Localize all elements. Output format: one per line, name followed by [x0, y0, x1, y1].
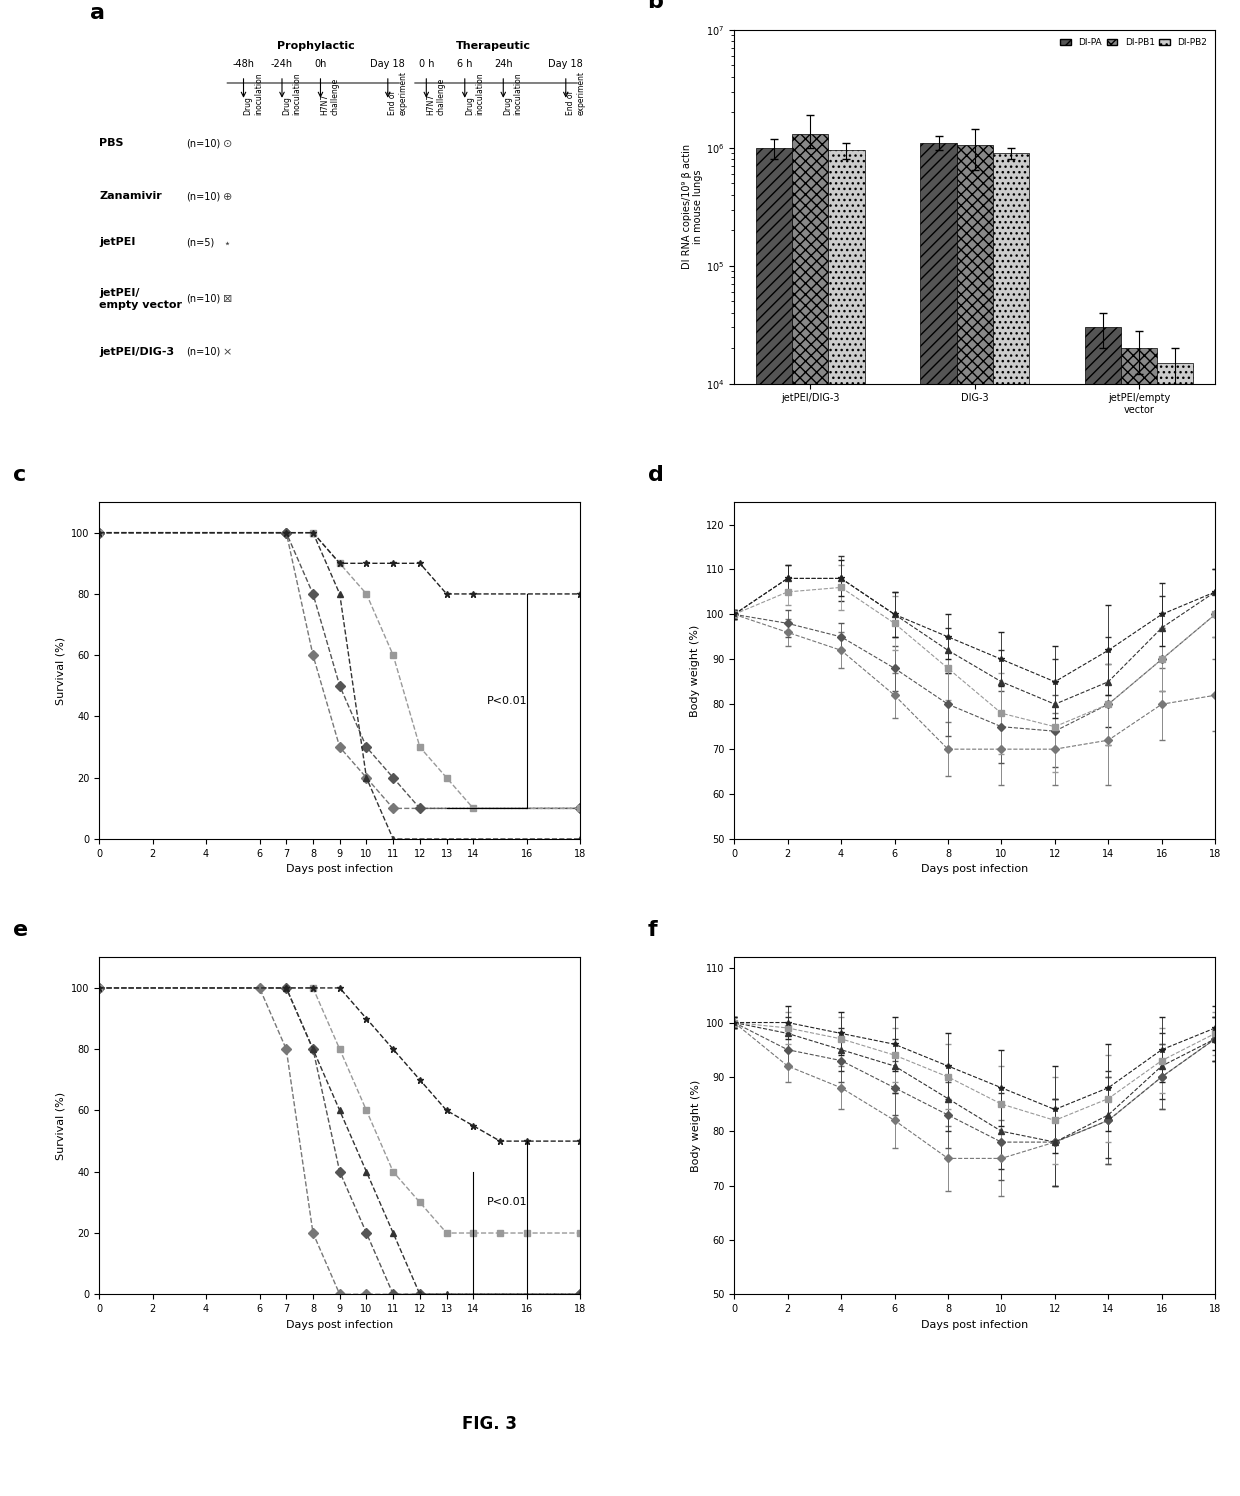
Text: (n=10): (n=10): [186, 293, 219, 304]
Text: (n=5): (n=5): [186, 238, 215, 247]
Text: Drug
inoculation: Drug inoculation: [503, 72, 523, 115]
Text: 0 h: 0 h: [419, 58, 434, 69]
Text: H7N7
challenge: H7N7 challenge: [427, 78, 445, 115]
Text: jetPEI/
empty vector: jetPEI/ empty vector: [99, 289, 182, 310]
Text: jetPEI: jetPEI: [99, 238, 135, 247]
Bar: [920, 144, 956, 1496]
Text: Day 18: Day 18: [548, 58, 583, 69]
Text: -24h: -24h: [270, 58, 293, 69]
Bar: [1085, 328, 1121, 1496]
Text: P<0.01: P<0.01: [486, 696, 527, 706]
Text: Prophylactic: Prophylactic: [277, 40, 355, 51]
Text: 6 h: 6 h: [458, 58, 472, 69]
X-axis label: Days post infection: Days post infection: [286, 865, 393, 874]
X-axis label: Days post infection: Days post infection: [921, 865, 1028, 874]
Text: $\times$: $\times$: [222, 347, 232, 358]
Text: H7N7
challenge: H7N7 challenge: [320, 78, 340, 115]
Bar: [993, 153, 1029, 1496]
Bar: [1121, 349, 1157, 1496]
Text: $\boxtimes$: $\boxtimes$: [222, 293, 232, 304]
Text: e: e: [12, 920, 27, 941]
Legend: DI-PA, DI-PB1, DI-PB2: DI-PA, DI-PB1, DI-PB2: [1056, 34, 1210, 51]
Text: b: b: [647, 0, 663, 12]
Text: $\oplus$: $\oplus$: [222, 190, 232, 202]
Text: PBS: PBS: [99, 138, 124, 148]
Bar: [792, 135, 828, 1496]
X-axis label: Days post infection: Days post infection: [286, 1319, 393, 1330]
Y-axis label: Body weight (%): Body weight (%): [691, 624, 701, 717]
Text: Therapeutic: Therapeutic: [456, 40, 531, 51]
Text: d: d: [647, 465, 663, 485]
Text: -48h: -48h: [233, 58, 254, 69]
Text: jetPEI/DIG-3: jetPEI/DIG-3: [99, 347, 175, 358]
Bar: [756, 148, 792, 1496]
Y-axis label: DI RNA copies/10⁹ β actin
in mouse lungs: DI RNA copies/10⁹ β actin in mouse lungs: [682, 144, 703, 269]
Text: P<0.01: P<0.01: [486, 1197, 527, 1207]
Y-axis label: Body weight (%): Body weight (%): [691, 1080, 701, 1171]
Text: $\odot$: $\odot$: [222, 138, 232, 148]
Text: Drug
inoculation: Drug inoculation: [243, 72, 263, 115]
Text: (n=10): (n=10): [186, 138, 219, 148]
Y-axis label: Survival (%): Survival (%): [56, 636, 66, 705]
Text: End of
experiment: End of experiment: [388, 70, 407, 115]
Text: a: a: [89, 3, 104, 22]
Bar: [828, 151, 864, 1496]
Text: Zanamivir: Zanamivir: [99, 191, 162, 202]
Text: 24h: 24h: [494, 58, 512, 69]
Bar: [956, 145, 993, 1496]
Text: Drug
inoculation: Drug inoculation: [465, 72, 484, 115]
Text: (n=10): (n=10): [186, 191, 219, 202]
Text: End of
experiment: End of experiment: [565, 70, 585, 115]
Y-axis label: Survival (%): Survival (%): [56, 1092, 66, 1159]
Text: f: f: [647, 920, 657, 941]
Text: $\star$: $\star$: [223, 238, 231, 247]
Text: FIG. 3: FIG. 3: [463, 1415, 517, 1433]
Bar: [1157, 364, 1193, 1496]
Text: c: c: [12, 465, 26, 485]
Text: 0h: 0h: [314, 58, 326, 69]
Text: (n=10): (n=10): [186, 347, 219, 358]
X-axis label: Days post infection: Days post infection: [921, 1319, 1028, 1330]
Text: Day 18: Day 18: [371, 58, 405, 69]
Text: Drug
inoculation: Drug inoculation: [281, 72, 301, 115]
